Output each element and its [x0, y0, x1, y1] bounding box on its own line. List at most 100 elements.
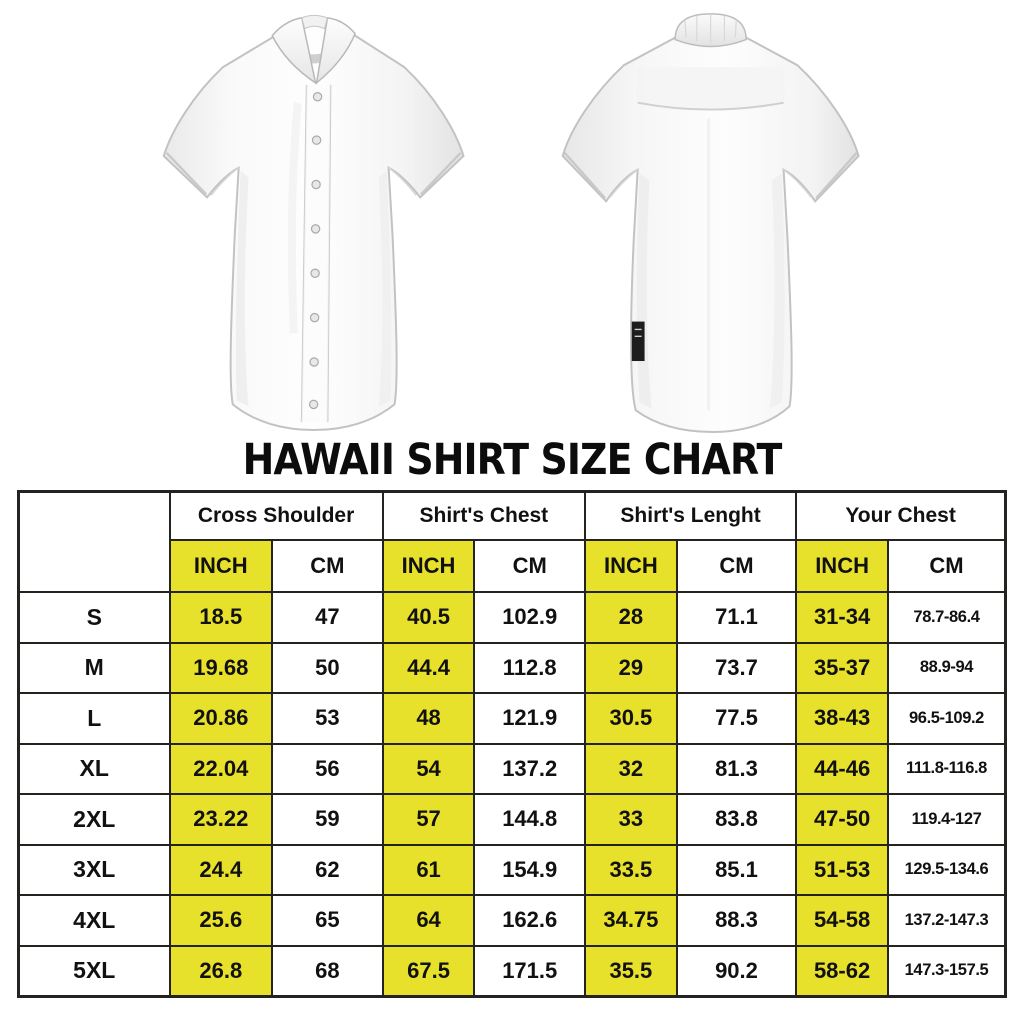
cm-value-cell: 68	[271, 944, 384, 998]
inch-value-cell: 33	[583, 793, 678, 846]
inch-value-cell: 35.5	[583, 944, 678, 998]
table-row: 2XL 23.22 59 57 144.8 33 83.8 47-50 119.4-127	[17, 793, 1007, 846]
size-label: L	[17, 692, 171, 745]
inch-value-cell: 19.68	[168, 641, 274, 695]
cm-value-cell: 85.1	[675, 843, 798, 897]
unit-header-cm: CM	[473, 539, 586, 594]
group-header-row: Cross Shoulder Shirt's Chest Shirt's Len…	[17, 490, 1007, 594]
size-chart-table: Cross Shoulder Shirt's Chest Shirt's Len…	[17, 490, 1007, 999]
size-label: S	[17, 591, 171, 644]
inch-value-cell: 22.04	[168, 742, 274, 796]
cm-value-cell: 59	[271, 793, 384, 846]
table-row: S 18.5 47 40.5 102.9 28 71.1 31-34 78.7-86.4	[17, 591, 1007, 644]
cm-value-cell: 112.8	[473, 641, 586, 695]
cm-value-cell: 144.8	[473, 793, 586, 846]
cm-value-cell: 137.2-147.3	[886, 894, 1007, 947]
table-row: 4XL 25.6 65 64 162.6 34.75 88.3 54-58 137.2-147.…	[17, 894, 1007, 947]
size-table-body: S 18.5 47 40.5 102.9 28 71.1 31-34 78.7-86.4 M 19.…	[17, 591, 1007, 998]
shirt-images-row	[0, 0, 1024, 438]
shirt-back-image	[561, 13, 860, 434]
table-row: L 20.86 53 48 121.9 30.5 77.5 38-43 96.5-109.2	[17, 692, 1007, 745]
inch-value-cell: 48	[381, 692, 476, 745]
cm-value-cell: 47	[271, 591, 384, 644]
cm-value-cell: 56	[271, 742, 384, 796]
group-header-shirts-length: Shirt's Lenght	[583, 490, 798, 542]
size-label: 2XL	[17, 793, 171, 846]
inch-value-cell: 24.4	[168, 843, 274, 897]
cm-value-cell: 102.9	[473, 591, 586, 644]
inch-value-cell: 29	[583, 641, 678, 695]
group-header-shirts-chest: Shirt's Chest	[381, 490, 586, 542]
cm-value-cell: 162.6	[473, 894, 586, 947]
cm-value-cell: 111.8-116.8	[886, 742, 1007, 796]
size-label: XL	[17, 742, 171, 796]
shirt-side-tag	[631, 321, 645, 362]
cm-value-cell: 73.7	[675, 641, 798, 695]
inch-value-cell: 40.5	[381, 591, 476, 644]
inch-value-cell: 25.6	[168, 894, 274, 947]
cm-value-cell: 154.9	[473, 843, 586, 897]
cm-value-cell: 81.3	[675, 742, 798, 796]
shirt-front-image	[162, 14, 465, 432]
cm-value-cell: 65	[271, 894, 384, 947]
unit-header-inch: INCH	[381, 539, 476, 594]
inch-value-cell: 54	[381, 742, 476, 796]
inch-value-cell: 38-43	[795, 692, 889, 745]
inch-value-cell: 58-62	[795, 944, 889, 998]
page-title: HAWAII SHIRT SIZE CHART	[242, 435, 783, 485]
cm-value-cell: 147.3-157.5	[886, 944, 1007, 998]
inch-value-cell: 23.22	[168, 793, 274, 846]
unit-header-inch: INCH	[795, 539, 889, 594]
unit-header-inch: INCH	[168, 539, 274, 594]
inch-value-cell: 67.5	[381, 944, 476, 998]
cm-value-cell: 62	[271, 843, 384, 897]
inch-value-cell: 44.4	[381, 641, 476, 695]
cm-value-cell: 71.1	[675, 591, 798, 644]
inch-value-cell: 18.5	[168, 591, 274, 644]
unit-header-cm: CM	[271, 539, 384, 594]
size-label: 4XL	[17, 894, 171, 947]
inch-value-cell: 31-34	[795, 591, 889, 644]
unit-header-cm: CM	[886, 539, 1007, 594]
inch-value-cell: 35-37	[795, 641, 889, 695]
inch-value-cell: 26.8	[168, 944, 274, 998]
size-label: 3XL	[17, 843, 171, 897]
unit-header-inch: INCH	[583, 539, 678, 594]
table-row: XL 22.04 56 54 137.2 32 81.3 44-46 111.8-116.8	[17, 742, 1007, 796]
inch-value-cell: 64	[381, 894, 476, 947]
inch-value-cell: 28	[583, 591, 678, 644]
size-label: M	[17, 641, 171, 695]
inch-value-cell: 47-50	[795, 793, 889, 846]
cm-value-cell: 90.2	[675, 944, 798, 998]
inch-value-cell: 44-46	[795, 742, 889, 796]
unit-header-row: INCH CM INCH CM INCH CM INCH CM	[19, 539, 1007, 594]
cm-value-cell: 83.8	[675, 793, 798, 846]
unit-header-cm: CM	[675, 539, 798, 594]
corner-cell	[17, 490, 171, 594]
inch-value-cell: 51-53	[795, 843, 889, 897]
cm-value-cell: 78.7-86.4	[886, 591, 1007, 644]
cm-value-cell: 77.5	[675, 692, 798, 745]
inch-value-cell: 33.5	[583, 843, 678, 897]
inch-value-cell: 32	[583, 742, 678, 796]
inch-value-cell: 34.75	[583, 894, 678, 947]
cm-value-cell: 50	[271, 641, 384, 695]
inch-value-cell: 57	[381, 793, 476, 846]
inch-value-cell: 54-58	[795, 894, 889, 947]
inch-value-cell: 20.86	[168, 692, 274, 745]
cm-value-cell: 129.5-134.6	[886, 843, 1007, 897]
group-header-your-chest: Your Chest	[795, 490, 1007, 542]
group-header-cross-shoulder: Cross Shoulder	[168, 490, 384, 542]
size-label: 5XL	[17, 944, 171, 998]
cm-value-cell: 53	[271, 692, 384, 745]
table-row: 3XL 24.4 62 61 154.9 33.5 85.1 51-53 129.5-134.6	[17, 843, 1007, 897]
cm-value-cell: 88.9-94	[886, 641, 1007, 695]
cm-value-cell: 171.5	[473, 944, 586, 998]
table-row: M 19.68 50 44.4 112.8 29 73.7 35-37 88.9-94	[17, 641, 1007, 695]
inch-value-cell: 30.5	[583, 692, 678, 745]
table-row: 5XL 26.8 68 67.5 171.5 35.5 90.2 58-62 147.3-157…	[17, 944, 1007, 998]
cm-value-cell: 96.5-109.2	[886, 692, 1007, 745]
inch-value-cell: 61	[381, 843, 476, 897]
cm-value-cell: 137.2	[473, 742, 586, 796]
